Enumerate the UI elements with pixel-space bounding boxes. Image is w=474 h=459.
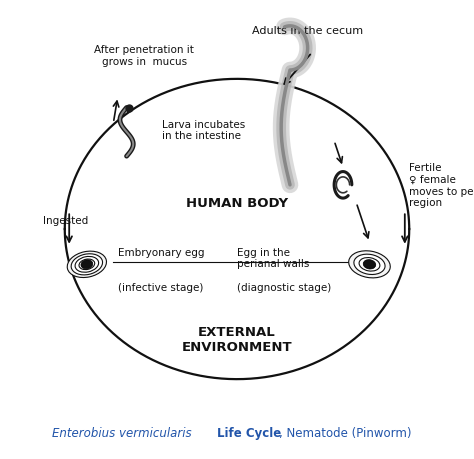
Text: Life Cycle: Life Cycle <box>217 425 282 439</box>
Text: After penetration it
grows in  mucus: After penetration it grows in mucus <box>94 45 194 67</box>
Ellipse shape <box>365 261 374 268</box>
Text: Adults in the cecum: Adults in the cecum <box>252 26 363 36</box>
Ellipse shape <box>71 254 102 275</box>
Text: (diagnostic stage): (diagnostic stage) <box>237 282 331 292</box>
Ellipse shape <box>75 257 99 273</box>
Ellipse shape <box>354 255 385 275</box>
Text: Embryonary egg: Embryonary egg <box>118 247 204 257</box>
Text: Ingested: Ingested <box>43 216 88 226</box>
Text: Larva incubates
in the intestine: Larva incubates in the intestine <box>162 119 245 141</box>
Ellipse shape <box>363 260 376 269</box>
Text: HUMAN BODY: HUMAN BODY <box>186 196 288 210</box>
Text: Enterobius vermicularis: Enterobius vermicularis <box>52 425 195 439</box>
Text: Fertile
♀ female
moves to perianal
region: Fertile ♀ female moves to perianal regio… <box>409 163 474 208</box>
Ellipse shape <box>349 251 390 278</box>
Ellipse shape <box>83 262 91 268</box>
Ellipse shape <box>81 260 93 269</box>
Text: EXTERNAL
ENVIRONMENT: EXTERNAL ENVIRONMENT <box>182 326 292 353</box>
Ellipse shape <box>79 259 95 270</box>
Text: (infective stage): (infective stage) <box>118 282 203 292</box>
Ellipse shape <box>67 252 107 278</box>
Ellipse shape <box>359 258 380 272</box>
Text: Egg in the
perianal walls: Egg in the perianal walls <box>237 247 310 269</box>
Text: , Nematode (Pinworm): , Nematode (Pinworm) <box>279 425 411 439</box>
